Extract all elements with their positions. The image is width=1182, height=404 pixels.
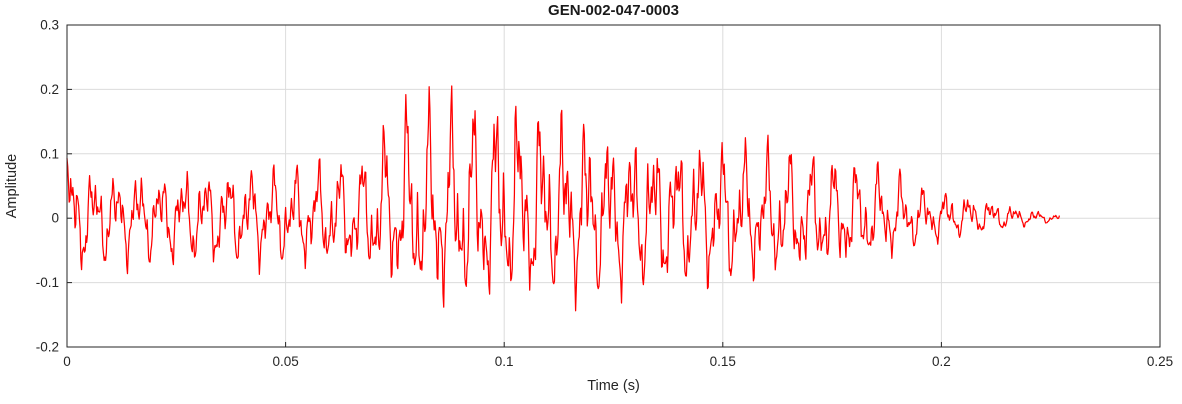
grid-lines xyxy=(66,24,1161,348)
y-tick-label: 0.2 xyxy=(40,82,59,97)
x-tick-label: 0.2 xyxy=(932,354,951,369)
waveform-series xyxy=(66,85,1061,312)
x-tick-label: 0 xyxy=(63,354,71,369)
x-tick-label: 0.05 xyxy=(272,354,298,369)
y-tick-label: 0.1 xyxy=(40,146,59,161)
chart-title: GEN-002-047-0003 xyxy=(548,2,679,19)
tick-marks xyxy=(66,24,1161,348)
y-tick-label: -0.2 xyxy=(36,340,59,355)
y-tick-label: -0.1 xyxy=(36,275,59,290)
x-tick-label: 0.15 xyxy=(710,354,736,369)
tick-labels: 0 0.05 0.1 0.15 0.2 0.25 -0.2 -0.1 0 0.1 0.2 0.3 xyxy=(36,18,1173,370)
x-tick-label: 0.1 xyxy=(495,354,514,369)
y-tick-label: 0 xyxy=(51,211,59,226)
x-tick-label: 0.25 xyxy=(1147,354,1173,369)
y-tick-label: 0.3 xyxy=(40,18,59,33)
axes-box xyxy=(66,24,1161,348)
x-axis-label: Time (s) xyxy=(587,378,640,394)
